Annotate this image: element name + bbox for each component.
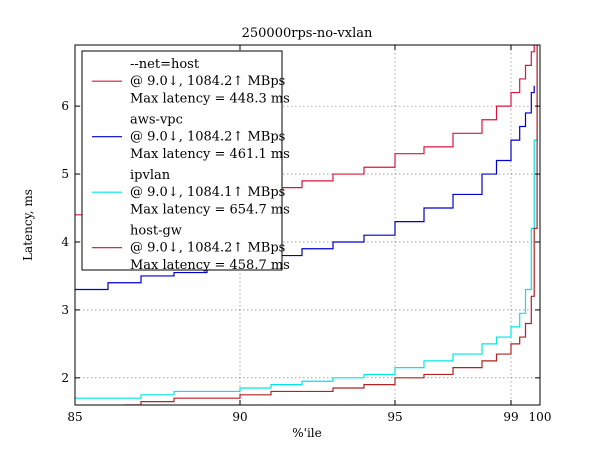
legend-entry-text: Max latency = 448.3 ms xyxy=(130,91,290,106)
legend-entry-text: @ 9.0↓, 1084.2↑ MBps xyxy=(130,130,285,145)
legend-entry-text: ipvlan xyxy=(130,168,171,183)
legend-entry-text: Max latency = 458.7 ms xyxy=(130,258,290,273)
legend-entry-text: @ 9.0↓, 1084.2↑ MBps xyxy=(130,74,285,89)
y-tick-label: 3 xyxy=(61,303,69,317)
axis-ticks: 85 90 95 99 100 2 3 4 5 6 xyxy=(61,45,551,424)
legend-entry-text: @ 9.0↓, 1084.1↑ MBps xyxy=(130,185,285,200)
series-line-host-gw xyxy=(123,45,538,405)
series-line-ipvlan xyxy=(75,45,538,399)
legend-entry-text: @ 9.0↓, 1084.2↑ MBps xyxy=(130,241,285,256)
legend-entry-text: --net=host xyxy=(130,57,200,72)
y-axis-label: Latency, ms xyxy=(21,189,35,261)
y-tick-label: 2 xyxy=(61,371,69,385)
x-tick-label: 90 xyxy=(232,410,247,424)
x-tick-label: 85 xyxy=(67,410,82,424)
legend: --net=host @ 9.0↓, 1084.2↑ MBps Max latenc… xyxy=(81,50,290,273)
plot-frame xyxy=(74,44,541,406)
x-tick-label: 99 xyxy=(503,410,518,424)
legend-entry-text: aws-vpc xyxy=(130,113,183,128)
x-axis-label: %'ile xyxy=(292,426,321,440)
x-tick-label: 100 xyxy=(529,410,552,424)
y-tick-label: 5 xyxy=(61,167,69,181)
chart-title: 250000rps-no-vxlan xyxy=(242,26,373,41)
legend-entry-text: Max latency = 654.7 ms xyxy=(130,202,290,217)
legend-entry-text: Max latency = 461.1 ms xyxy=(130,147,290,162)
legend-entry-text: host-gw xyxy=(130,224,182,239)
series-line-aws-vpc xyxy=(75,85,535,291)
y-tick-label: 6 xyxy=(61,99,69,113)
x-tick-label: 95 xyxy=(387,410,402,424)
legend-box xyxy=(81,50,283,271)
y-tick-label: 4 xyxy=(61,235,69,249)
